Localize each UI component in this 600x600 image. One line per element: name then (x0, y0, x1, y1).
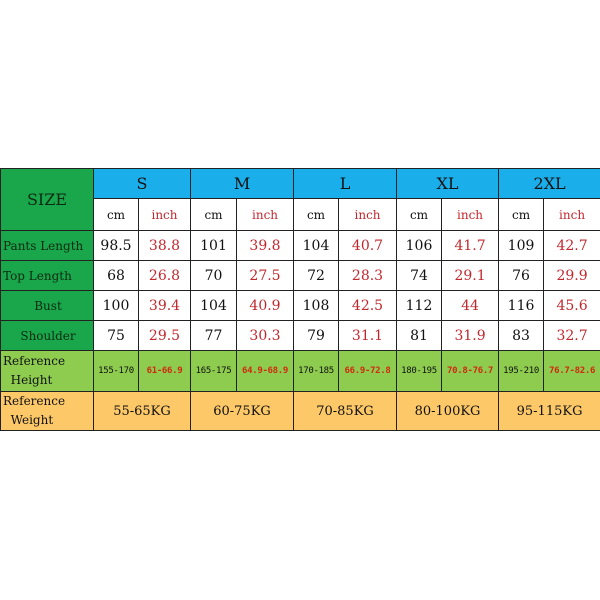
measurement-row: Bust 100 39.4 104 40.9 108 42.5 112 44 116 45.6 (0, 290, 600, 321)
value-cm: 72 (293, 260, 340, 291)
weight-m: 60-75KG (189, 391, 295, 431)
label-line: Height (10, 373, 53, 387)
unit-cm: cm (396, 198, 443, 231)
size-label: SIZE (0, 168, 94, 231)
value-cm: 100 (93, 290, 139, 321)
value-cm: 68 (93, 260, 139, 291)
value-cm: 79 (293, 320, 340, 351)
value-inch: 30.3 (235, 320, 295, 351)
row-label: Top Length (0, 260, 94, 291)
weight-s: 55-65KG (93, 391, 191, 431)
measurement-rows: Pants Length 98.5 38.8 101 39.8 104 40.7 106 41.… (0, 230, 600, 351)
weight-l: 70-85KG (293, 391, 398, 431)
unit-cm: cm (190, 198, 237, 231)
size-xl: XL (396, 168, 500, 199)
value-inch: 29.1 (441, 260, 500, 291)
size-chart-table: SIZE S M L XL 2XL cm inch cm inch cm inch c… (0, 168, 600, 431)
value-cm: 81 (396, 320, 443, 351)
value-inch: 27.5 (235, 260, 295, 291)
row-label: Pants Length (0, 230, 94, 261)
value-cm: 74 (396, 260, 443, 291)
unit-cm: cm (93, 198, 139, 231)
value-inch: 42.7 (543, 230, 600, 261)
row-label: Shoulder (0, 320, 94, 351)
value-cm: 75 (93, 320, 139, 351)
value-cm: 104 (190, 290, 237, 321)
value-cm: 76 (498, 260, 545, 291)
value-cm: 106 (396, 230, 443, 261)
value-cm: 77 (190, 320, 237, 351)
value-cm: 98.5 (93, 230, 139, 261)
weight-xl: 80-100KG (396, 391, 500, 431)
value-inch: 31.9 (441, 320, 500, 351)
reference-weight-label: Reference Weight (0, 391, 94, 431)
unit-inch: inch (338, 198, 398, 231)
value-cm: 112 (396, 290, 443, 321)
label-line: Reference (3, 394, 66, 408)
size-m: M (189, 168, 295, 199)
value-cm: 104 (293, 230, 340, 261)
height-cm: 155-170 (93, 350, 139, 392)
measurement-row: Pants Length 98.5 38.8 101 39.8 104 40.7 106 41.… (0, 230, 600, 261)
unit-row: cm inch cm inch cm inch cm inch cm inch (1, 198, 600, 231)
value-inch: 40.9 (235, 290, 295, 321)
value-inch: 45.6 (543, 290, 600, 321)
measurement-row: Top Length 68 26.8 70 27.5 72 28.3 74 29.1 76 29.9 (0, 260, 600, 291)
value-inch: 42.5 (338, 290, 398, 321)
measurement-row: Shoulder 75 29.5 77 30.3 79 31.1 81 31.9 83 32.7 (0, 320, 600, 351)
value-inch: 44 (441, 290, 500, 321)
value-inch: 39.8 (235, 230, 295, 261)
label-line: Weight (10, 413, 54, 427)
value-inch: 28.3 (338, 260, 398, 291)
value-inch: 31.1 (338, 320, 398, 351)
value-cm: 116 (498, 290, 545, 321)
unit-cm: cm (293, 198, 340, 231)
height-inch: 70.8-76.7 (441, 350, 500, 392)
value-inch: 29.9 (543, 260, 600, 291)
unit-cm: cm (498, 198, 545, 231)
height-inch: 76.7-82.6 (543, 350, 600, 392)
size-header-row: SIZE S M L XL 2XL (0, 168, 600, 231)
unit-inch: inch (138, 198, 191, 231)
reference-weight-row: Reference Weight 55-65KG 60-75KG 70-85KG… (0, 391, 600, 431)
size-2xl: 2XL (498, 168, 600, 199)
height-inch: 66.9-72.8 (338, 350, 398, 392)
value-inch: 38.8 (138, 230, 191, 261)
height-inch: 64.9-68.9 (235, 350, 295, 392)
value-cm: 101 (190, 230, 237, 261)
label-line: Reference (3, 354, 66, 368)
value-inch: 40.7 (338, 230, 398, 261)
value-inch: 29.5 (138, 320, 191, 351)
unit-inch: inch (441, 198, 500, 231)
unit-inch: inch (543, 198, 600, 231)
value-cm: 109 (498, 230, 545, 261)
value-cm: 108 (293, 290, 340, 321)
unit-inch: inch (235, 198, 295, 231)
value-cm: 70 (190, 260, 237, 291)
reference-height-label: Reference Height (0, 350, 94, 392)
value-inch: 41.7 (441, 230, 500, 261)
height-inch: 61-66.9 (138, 350, 191, 392)
height-cm: 180-195 (396, 350, 443, 392)
reference-height-row: Reference Height 155-170 61-66.9 165-175 6… (0, 350, 600, 392)
size-s: S (93, 168, 191, 199)
size-l: L (293, 168, 398, 199)
value-inch: 26.8 (138, 260, 191, 291)
height-cm: 195-210 (498, 350, 545, 392)
value-inch: 39.4 (138, 290, 191, 321)
weight-2xl: 95-115KG (498, 391, 600, 431)
height-cm: 165-175 (190, 350, 237, 392)
height-cm: 170-185 (293, 350, 340, 392)
value-cm: 83 (498, 320, 545, 351)
row-label: Bust (0, 290, 94, 321)
value-inch: 32.7 (543, 320, 600, 351)
